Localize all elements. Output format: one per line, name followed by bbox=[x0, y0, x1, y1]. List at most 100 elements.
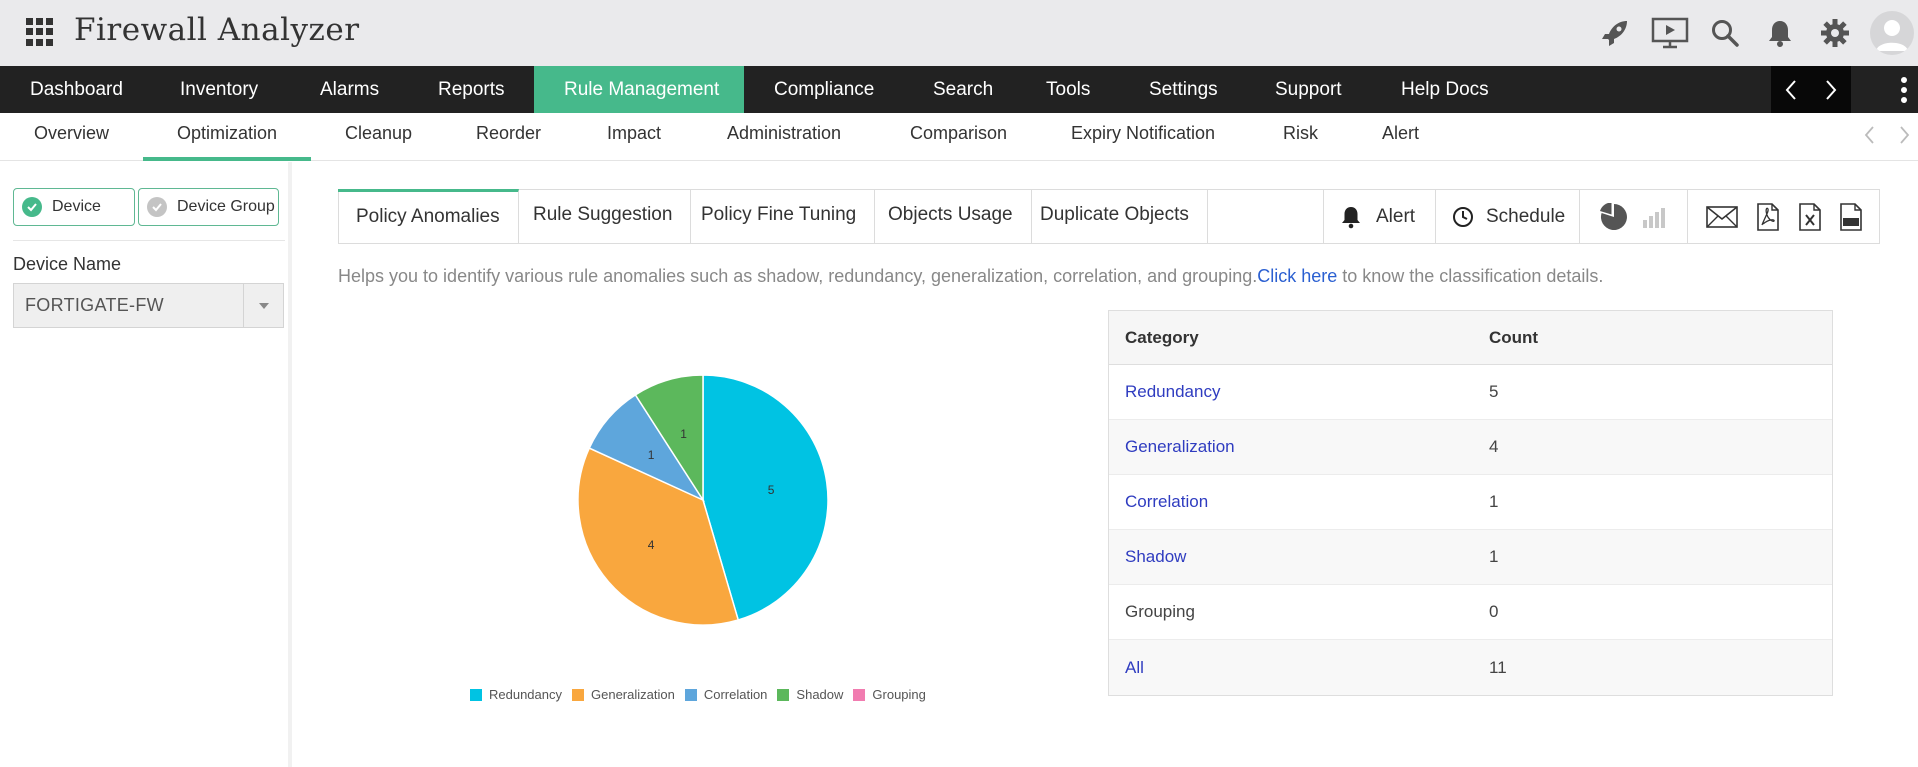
subnav-optimization[interactable]: Optimization bbox=[143, 113, 312, 161]
subnav-risk[interactable]: Risk bbox=[1283, 123, 1318, 143]
csv-icon[interactable] bbox=[1840, 202, 1863, 231]
nav-inventory[interactable]: Inventory bbox=[180, 79, 259, 100]
chevron-left-icon[interactable] bbox=[1857, 123, 1881, 147]
device-name-label: Device Name bbox=[13, 254, 122, 274]
legend-grouping[interactable]: Grouping bbox=[853, 687, 926, 702]
tab-objects-usage[interactable]: Objects Usage bbox=[870, 189, 1032, 244]
count-cell: 5 bbox=[1489, 382, 1499, 401]
rocket-icon[interactable] bbox=[1590, 8, 1640, 58]
chevron-right-icon[interactable] bbox=[1816, 66, 1846, 113]
main-nav: Dashboard Inventory Alarms Reports Rule … bbox=[0, 66, 1918, 113]
check-icon bbox=[147, 197, 167, 217]
pie-chart-icon[interactable] bbox=[1599, 202, 1628, 231]
subnav-overview[interactable]: Overview bbox=[34, 123, 110, 143]
legend-label: Correlation bbox=[703, 687, 768, 702]
alert-action[interactable]: Alert bbox=[1323, 190, 1435, 243]
count-cell: 11 bbox=[1489, 657, 1507, 677]
device-name-select[interactable]: FORTIGATE-FW bbox=[13, 283, 284, 328]
subnav-alert[interactable]: Alert bbox=[1382, 123, 1420, 143]
nav-search[interactable]: Search bbox=[933, 79, 994, 100]
pie-data-label: 4 bbox=[648, 538, 655, 552]
category-text: Grouping bbox=[1125, 602, 1195, 621]
legend-redundancy[interactable]: Redundancy bbox=[470, 687, 562, 702]
legend-label: Redundancy bbox=[489, 687, 562, 702]
chevron-right-icon[interactable] bbox=[1893, 123, 1917, 147]
caret-down-icon bbox=[243, 284, 283, 327]
presentation-icon[interactable] bbox=[1645, 8, 1695, 58]
anomaly-pie-chart: 5 4 1 1 bbox=[577, 374, 829, 626]
schedule-label: Schedule bbox=[1486, 205, 1566, 227]
subnav-reorder[interactable]: Reorder bbox=[476, 123, 542, 143]
table-row: Generalization 4 bbox=[1109, 420, 1832, 475]
category-link[interactable]: Generalization bbox=[1125, 437, 1235, 456]
header-icons bbox=[1585, 8, 1918, 58]
legend-label: Grouping bbox=[872, 687, 926, 702]
description-text: Helps you to identify various rule anoma… bbox=[338, 266, 1603, 287]
category-link[interactable]: Shadow bbox=[1125, 547, 1187, 566]
gear-icon[interactable] bbox=[1810, 8, 1860, 58]
table-row: Correlation 1 bbox=[1109, 475, 1832, 530]
legend-generalization[interactable]: Generalization bbox=[572, 687, 675, 702]
device-name-value: FORTIGATE-FW bbox=[25, 295, 164, 315]
subnav-comparison[interactable]: Comparison bbox=[910, 123, 1008, 143]
nav-compliance[interactable]: Compliance bbox=[774, 79, 875, 100]
pie-slice-shadow[interactable] bbox=[634, 374, 704, 503]
nav-support[interactable]: Support bbox=[1275, 79, 1342, 100]
category-link[interactable]: Redundancy bbox=[1125, 382, 1221, 401]
category-table: Category Count Redundancy 5 Generalizati… bbox=[1108, 310, 1833, 696]
sub-nav: Overview Optimization Cleanup Reorder Im… bbox=[0, 113, 1918, 161]
more-menu-icon[interactable] bbox=[1890, 66, 1918, 113]
bar-chart-icon[interactable] bbox=[1642, 206, 1668, 228]
nav-alarms[interactable]: Alarms bbox=[320, 79, 380, 100]
category-link[interactable]: All bbox=[1125, 657, 1144, 677]
nav-settings[interactable]: Settings bbox=[1149, 79, 1218, 100]
description-suffix: to know the classification details. bbox=[1337, 266, 1604, 286]
tab-policy-anomalies[interactable]: Policy Anomalies bbox=[338, 189, 519, 244]
subnav-administration[interactable]: Administration bbox=[727, 123, 842, 143]
pie-slice-generalization[interactable] bbox=[577, 447, 740, 626]
nav-dashboard[interactable]: Dashboard bbox=[30, 79, 123, 100]
legend-label: Generalization bbox=[591, 687, 675, 702]
bell-icon bbox=[1340, 205, 1362, 229]
chevron-left-icon[interactable] bbox=[1776, 66, 1806, 113]
search-icon[interactable] bbox=[1700, 8, 1750, 58]
chart-legend: Redundancy Generalization Correlation Sh… bbox=[470, 687, 936, 702]
category-link[interactable]: Correlation bbox=[1125, 492, 1209, 511]
nav-rule-management[interactable]: Rule Management bbox=[534, 66, 744, 113]
classification-link[interactable]: Click here bbox=[1257, 266, 1338, 286]
email-icon[interactable] bbox=[1705, 205, 1738, 228]
pie-slice-redundancy[interactable] bbox=[702, 374, 829, 621]
pie-data-label: 1 bbox=[648, 448, 655, 462]
legend-correlation[interactable]: Correlation bbox=[684, 687, 768, 702]
description-body: Helps you to identify various rule anoma… bbox=[338, 266, 1258, 286]
nav-tools[interactable]: Tools bbox=[1046, 79, 1091, 100]
app-title: Firewall Analyzer bbox=[74, 12, 360, 48]
bell-icon[interactable] bbox=[1755, 8, 1805, 58]
device-button[interactable]: Device bbox=[13, 188, 135, 226]
legend-shadow[interactable]: Shadow bbox=[777, 687, 843, 702]
excel-icon[interactable] bbox=[1798, 202, 1821, 231]
legend-swatch bbox=[853, 688, 866, 701]
subnav-expiry-notification[interactable]: Expiry Notification bbox=[1071, 123, 1216, 143]
count-cell: 1 bbox=[1489, 547, 1499, 566]
nav-reports[interactable]: Reports bbox=[438, 79, 505, 100]
tab-rule-suggestion[interactable]: Rule Suggestion bbox=[515, 189, 692, 244]
table-row: All 11 bbox=[1109, 640, 1832, 695]
tab-duplicate-objects[interactable]: Duplicate Objects bbox=[1022, 189, 1208, 244]
device-button-label: Device bbox=[52, 198, 101, 215]
subnav-impact[interactable]: Impact bbox=[607, 123, 662, 143]
app-header: Firewall Analyzer bbox=[0, 0, 1918, 66]
pie-data-label: 5 bbox=[768, 483, 775, 497]
header-count: Count bbox=[1489, 327, 1539, 347]
left-panel: Device Device Group Device Name FORTIGAT… bbox=[0, 162, 292, 767]
device-group-button[interactable]: Device Group bbox=[138, 188, 279, 226]
tab-policy-fine-tuning[interactable]: Policy Fine Tuning bbox=[683, 189, 876, 244]
subnav-cleanup[interactable]: Cleanup bbox=[345, 123, 413, 143]
nav-help-docs[interactable]: Help Docs bbox=[1401, 79, 1489, 100]
count-cell: 1 bbox=[1489, 492, 1499, 511]
schedule-action[interactable]: Schedule bbox=[1435, 190, 1579, 243]
apps-grid-icon[interactable] bbox=[26, 18, 54, 46]
pdf-icon[interactable] bbox=[1757, 202, 1780, 231]
user-avatar[interactable] bbox=[1870, 11, 1914, 55]
legend-swatch bbox=[572, 688, 584, 701]
